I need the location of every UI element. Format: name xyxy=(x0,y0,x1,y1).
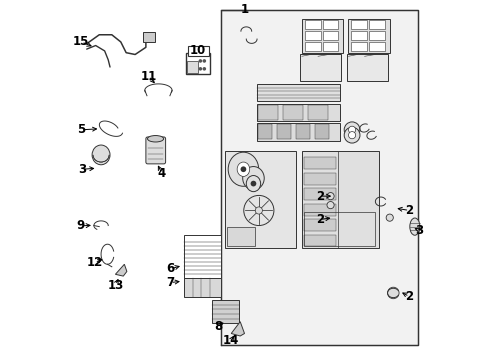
Text: 12: 12 xyxy=(86,256,102,269)
Text: 9: 9 xyxy=(76,219,84,233)
Circle shape xyxy=(348,132,355,139)
Text: 14: 14 xyxy=(222,334,239,347)
FancyBboxPatch shape xyxy=(303,188,335,200)
Circle shape xyxy=(348,126,355,134)
FancyBboxPatch shape xyxy=(304,21,320,30)
Text: 6: 6 xyxy=(166,262,174,275)
Circle shape xyxy=(344,122,359,138)
FancyBboxPatch shape xyxy=(224,151,296,248)
FancyBboxPatch shape xyxy=(303,234,335,246)
FancyBboxPatch shape xyxy=(351,21,366,30)
Circle shape xyxy=(202,67,206,71)
Text: 1: 1 xyxy=(240,3,248,16)
FancyBboxPatch shape xyxy=(314,125,329,139)
Ellipse shape xyxy=(92,145,110,165)
Circle shape xyxy=(250,181,256,186)
FancyBboxPatch shape xyxy=(303,204,335,216)
FancyBboxPatch shape xyxy=(187,46,208,56)
FancyBboxPatch shape xyxy=(303,173,335,185)
FancyBboxPatch shape xyxy=(277,125,291,139)
FancyBboxPatch shape xyxy=(257,104,339,121)
FancyBboxPatch shape xyxy=(257,123,339,140)
Circle shape xyxy=(344,127,359,143)
FancyBboxPatch shape xyxy=(351,31,366,40)
FancyBboxPatch shape xyxy=(368,31,384,40)
FancyBboxPatch shape xyxy=(346,54,387,81)
FancyBboxPatch shape xyxy=(258,125,272,139)
Circle shape xyxy=(386,214,392,221)
FancyBboxPatch shape xyxy=(322,31,338,40)
Ellipse shape xyxy=(246,176,260,192)
Text: 15: 15 xyxy=(73,35,89,49)
FancyBboxPatch shape xyxy=(212,300,239,323)
FancyBboxPatch shape xyxy=(304,42,320,51)
Ellipse shape xyxy=(409,218,419,235)
Polygon shape xyxy=(115,264,126,276)
FancyBboxPatch shape xyxy=(283,105,303,120)
FancyBboxPatch shape xyxy=(186,53,209,74)
Text: 13: 13 xyxy=(107,279,123,292)
Text: 4: 4 xyxy=(158,167,166,180)
FancyBboxPatch shape xyxy=(183,235,221,278)
Circle shape xyxy=(326,202,333,209)
Text: 10: 10 xyxy=(189,44,205,57)
Polygon shape xyxy=(231,321,244,336)
Ellipse shape xyxy=(237,162,249,176)
FancyBboxPatch shape xyxy=(226,226,255,246)
FancyBboxPatch shape xyxy=(145,137,165,164)
FancyBboxPatch shape xyxy=(351,42,366,51)
Circle shape xyxy=(198,67,202,71)
Circle shape xyxy=(255,207,262,214)
FancyBboxPatch shape xyxy=(187,60,198,73)
FancyBboxPatch shape xyxy=(303,219,335,231)
FancyBboxPatch shape xyxy=(322,42,338,51)
Text: 5: 5 xyxy=(77,123,85,136)
FancyBboxPatch shape xyxy=(301,151,378,248)
Circle shape xyxy=(387,287,398,299)
FancyBboxPatch shape xyxy=(348,19,389,53)
FancyBboxPatch shape xyxy=(303,157,335,169)
FancyBboxPatch shape xyxy=(221,10,418,345)
Text: 2: 2 xyxy=(405,290,413,303)
Text: 8: 8 xyxy=(214,320,223,333)
FancyBboxPatch shape xyxy=(308,105,327,120)
FancyBboxPatch shape xyxy=(183,278,221,297)
Text: 2: 2 xyxy=(315,213,323,226)
FancyBboxPatch shape xyxy=(304,31,320,40)
Text: 2: 2 xyxy=(405,204,413,217)
Text: 7: 7 xyxy=(166,276,174,289)
Ellipse shape xyxy=(242,167,264,190)
FancyBboxPatch shape xyxy=(257,84,339,101)
FancyBboxPatch shape xyxy=(301,19,343,53)
Ellipse shape xyxy=(147,135,163,142)
Circle shape xyxy=(326,193,333,200)
Circle shape xyxy=(202,59,206,63)
FancyBboxPatch shape xyxy=(368,21,384,30)
FancyBboxPatch shape xyxy=(322,21,338,30)
Text: 3: 3 xyxy=(415,224,423,237)
FancyBboxPatch shape xyxy=(142,32,155,41)
Ellipse shape xyxy=(228,152,258,186)
FancyBboxPatch shape xyxy=(368,42,384,51)
Polygon shape xyxy=(221,10,418,345)
Text: 2: 2 xyxy=(315,190,323,203)
FancyBboxPatch shape xyxy=(258,105,277,120)
FancyBboxPatch shape xyxy=(296,125,310,139)
Text: 11: 11 xyxy=(141,69,157,82)
Circle shape xyxy=(198,59,202,63)
Text: 3: 3 xyxy=(78,163,86,176)
Circle shape xyxy=(240,166,246,172)
FancyBboxPatch shape xyxy=(300,54,341,81)
